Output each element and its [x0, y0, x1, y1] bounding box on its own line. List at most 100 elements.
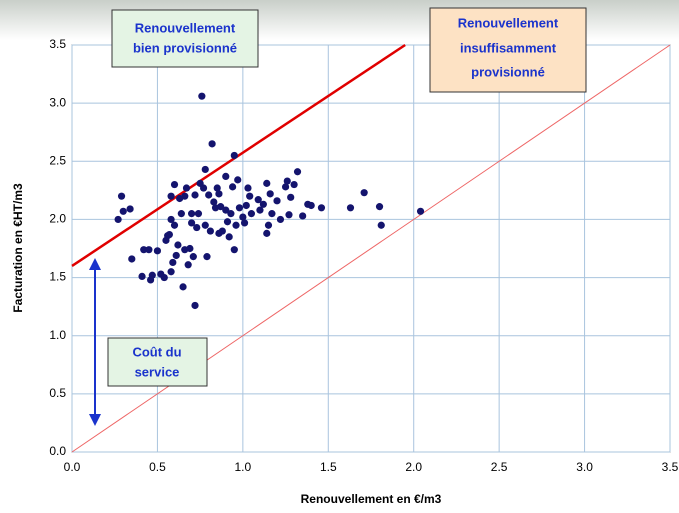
point [230, 151, 238, 160]
point [179, 283, 187, 291]
y-tick-label: 1.5 [49, 270, 66, 284]
point [174, 241, 182, 249]
point [225, 233, 233, 241]
point [198, 92, 206, 100]
point [201, 221, 209, 229]
point [170, 221, 179, 229]
point [246, 192, 254, 200]
point [268, 210, 276, 218]
y-tick-label: 3.0 [49, 95, 66, 109]
point [199, 184, 208, 192]
point [160, 273, 168, 282]
point [285, 211, 293, 219]
point [234, 176, 242, 184]
point [186, 244, 194, 253]
point [128, 255, 136, 263]
point [194, 210, 203, 218]
y-axis-title: Facturation en €HT/m3 [11, 183, 25, 313]
annotation-text: bien provisionné [133, 40, 237, 55]
point [287, 193, 295, 201]
point [263, 229, 271, 237]
point [165, 230, 173, 239]
point [377, 221, 385, 229]
point [140, 246, 148, 254]
point [208, 140, 216, 148]
annotation-box [429, 7, 587, 93]
point [201, 165, 209, 174]
point [126, 205, 134, 213]
point [206, 227, 214, 235]
annotation-text: Renouvellement [135, 20, 236, 35]
annotation-text: provisionné [471, 64, 545, 79]
point [244, 184, 252, 192]
y-tick-label: 2.5 [49, 153, 66, 167]
point [416, 207, 425, 215]
point [283, 177, 291, 185]
annotation-text: service [135, 364, 180, 379]
point [273, 197, 281, 205]
point [281, 183, 290, 191]
point [217, 203, 225, 211]
point [145, 246, 153, 254]
annotation-text: insuffisamment [460, 40, 557, 55]
point [229, 183, 237, 191]
point [170, 180, 179, 189]
point [177, 210, 185, 218]
y-tick-label: 0.0 [49, 444, 66, 458]
y-tick-label: 0.5 [49, 386, 66, 400]
point [188, 219, 196, 227]
point [117, 192, 126, 200]
point [239, 213, 247, 221]
point [167, 192, 175, 200]
point [317, 204, 326, 212]
y-tick-label: 3.5 [49, 37, 66, 51]
point [210, 198, 218, 206]
point [188, 210, 196, 218]
point [263, 179, 271, 187]
x-tick-label: 3.5 [662, 460, 679, 474]
point [259, 200, 267, 208]
point [189, 253, 197, 261]
point [346, 204, 355, 212]
point [213, 184, 221, 192]
point [222, 206, 230, 214]
x-tick-label: 0.0 [64, 460, 81, 474]
point [205, 191, 213, 199]
point [148, 271, 156, 279]
x-tick-label: 1.0 [235, 460, 252, 474]
point [193, 223, 201, 232]
point [114, 215, 122, 224]
point [191, 191, 199, 199]
point [235, 204, 244, 212]
point [167, 268, 175, 276]
grid: 0.0 0.5 1.0 1.5 2.0 2.5 3.0 3.5 0.0 0.5 1.0 1.5 2.0 2… [49, 37, 678, 474]
point [230, 246, 238, 254]
point [191, 301, 199, 310]
point [203, 253, 211, 261]
point [182, 184, 191, 192]
point [264, 221, 273, 229]
annotation-text: Coût du [132, 344, 181, 359]
point [247, 210, 255, 218]
point [360, 189, 368, 197]
points [114, 92, 425, 310]
point [266, 190, 274, 198]
x-tick-label: 1.5 [320, 460, 337, 474]
point [223, 218, 232, 226]
point [215, 190, 223, 198]
x-axis-title: Renouvellement en €/m3 [301, 492, 442, 506]
annotation-box [111, 9, 259, 68]
annotation-box [107, 337, 208, 387]
y-tick-label: 1.0 [49, 328, 66, 342]
point [293, 168, 302, 176]
point [218, 227, 226, 235]
reference-line [71, 43, 406, 267]
point [184, 261, 192, 269]
point [119, 207, 127, 215]
point [153, 247, 162, 255]
x-tick-label: 2.5 [491, 460, 508, 474]
point [169, 258, 177, 267]
annotation-text: Renouvellement [458, 15, 559, 30]
point [375, 203, 384, 211]
